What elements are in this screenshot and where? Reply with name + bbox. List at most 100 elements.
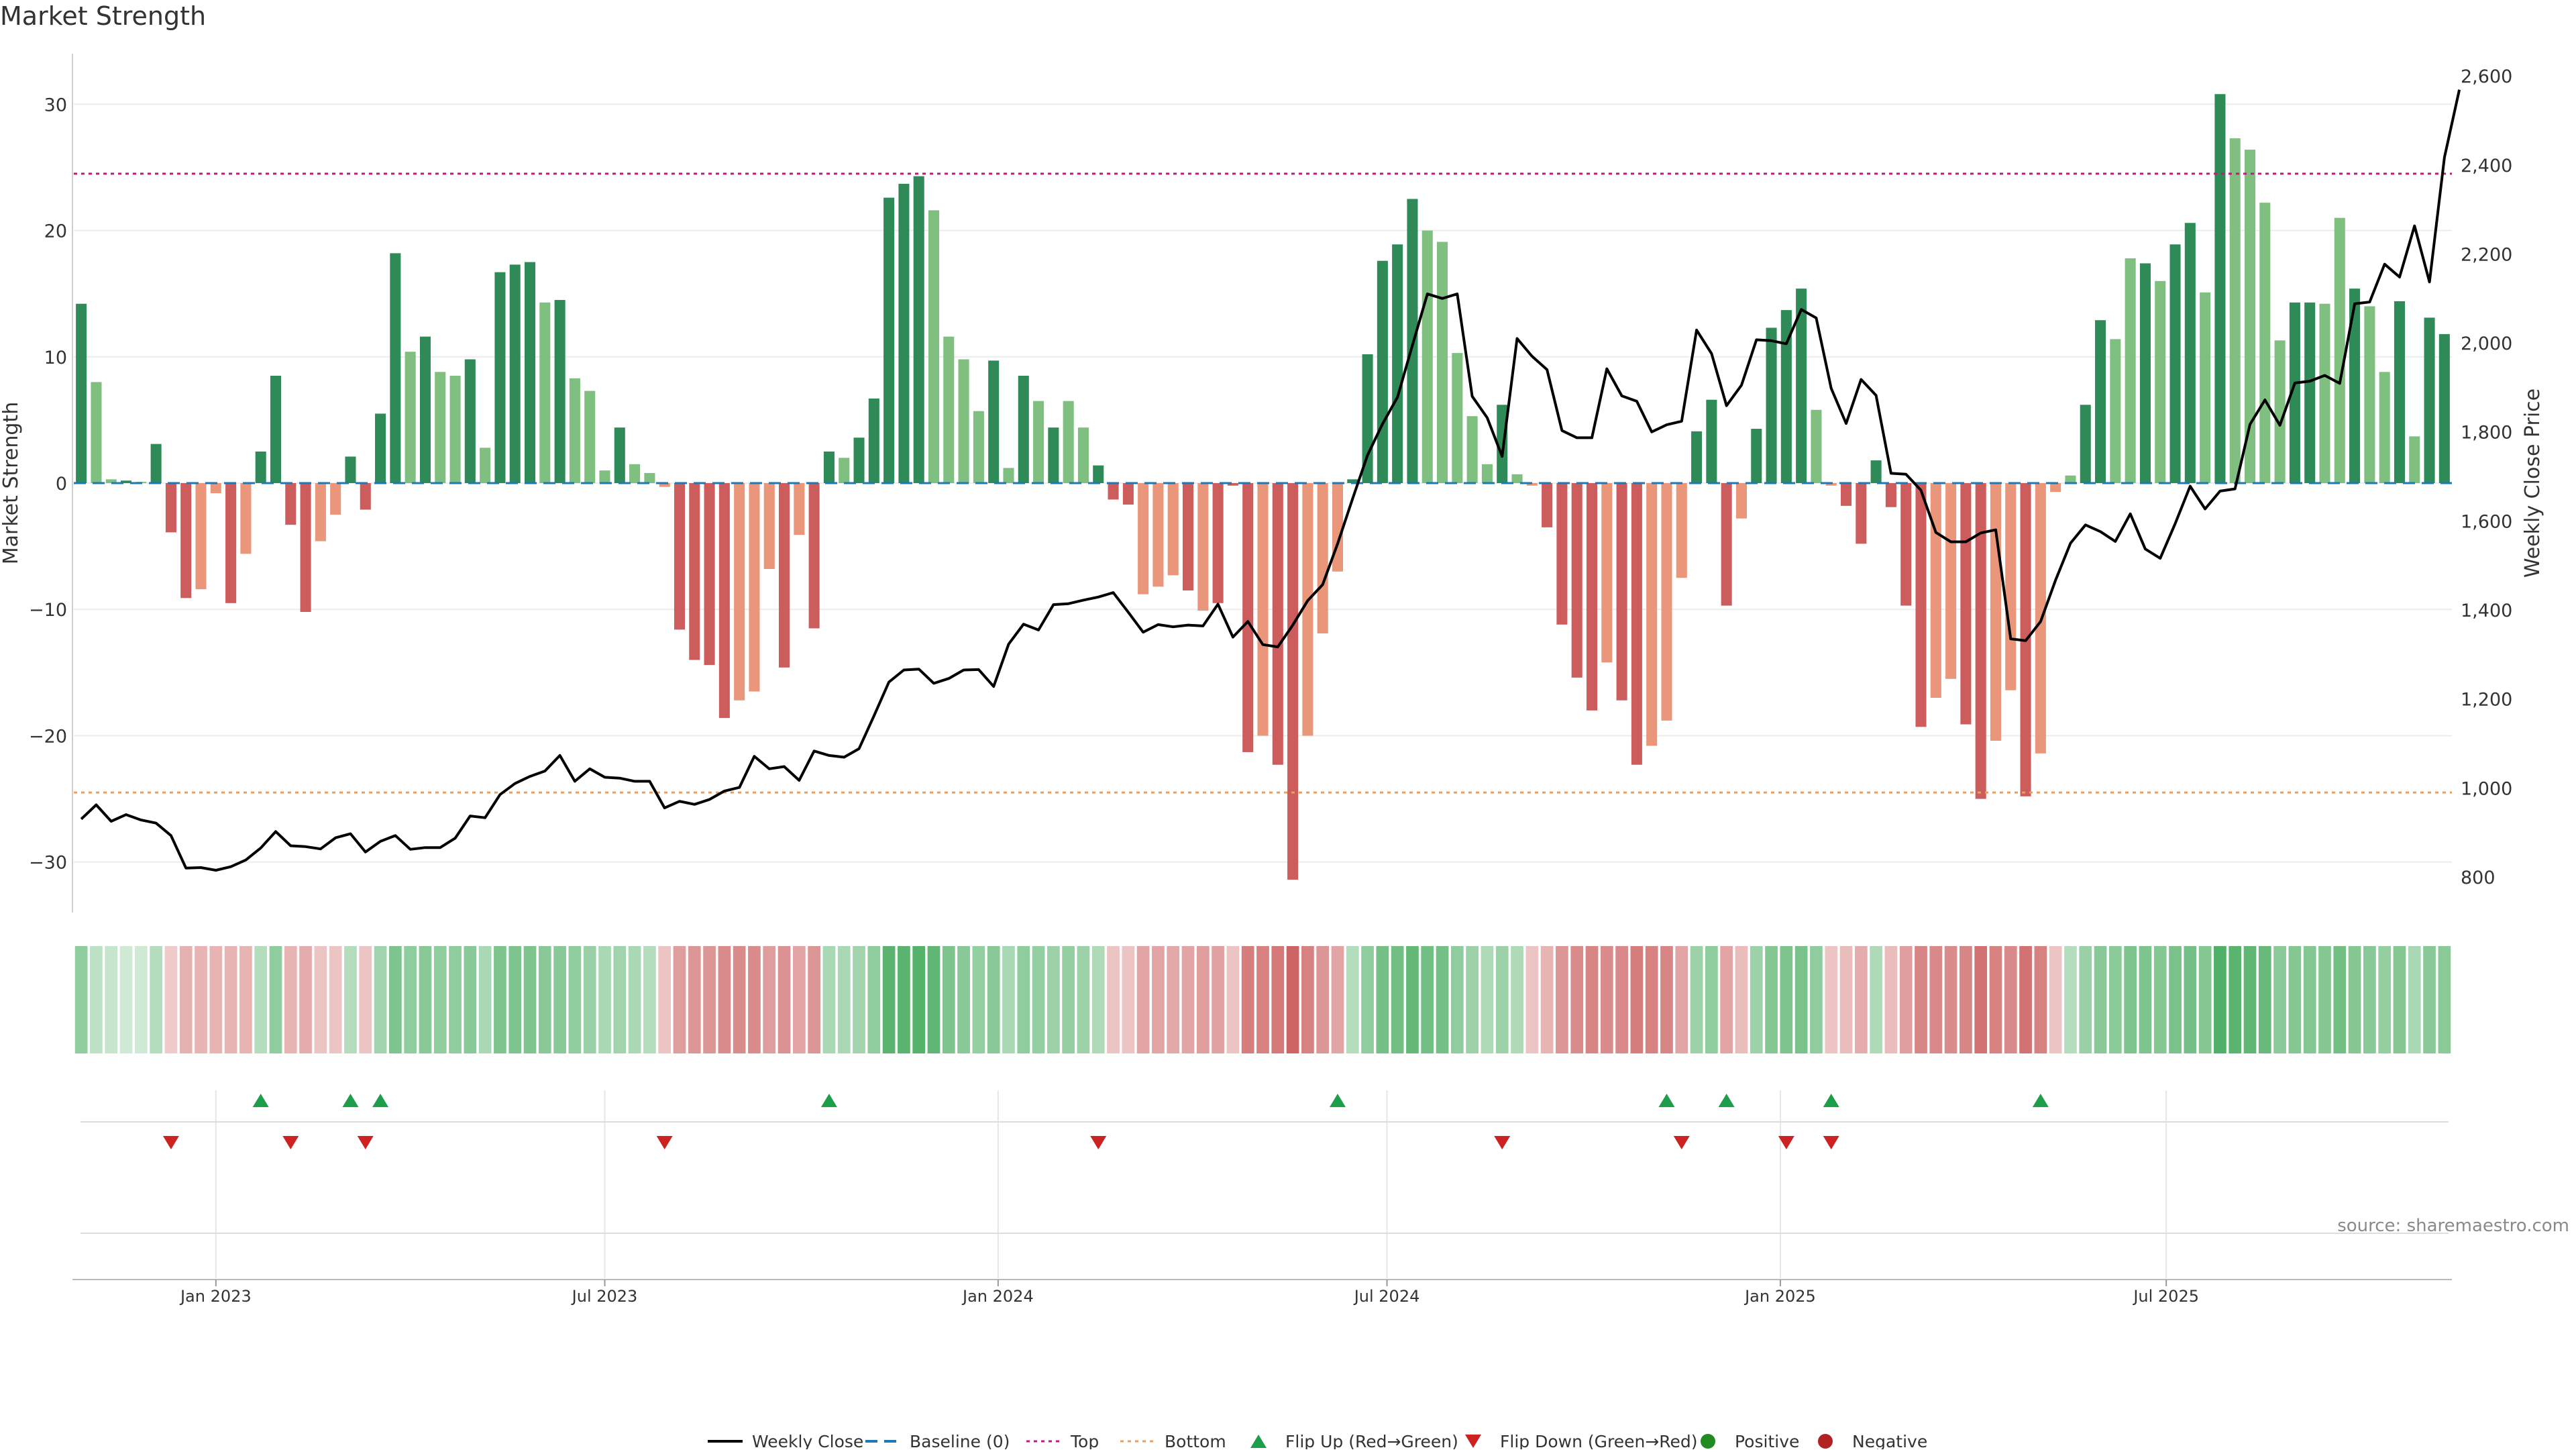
regime-cell <box>1241 946 1254 1053</box>
regime-cell <box>957 946 970 1053</box>
regime-cell <box>239 946 252 1053</box>
strength-bar <box>2304 302 2316 483</box>
legend-label: Bottom <box>1165 1432 1226 1449</box>
regime-cell <box>2378 946 2392 1053</box>
strength-bar <box>569 378 580 483</box>
regime-cell <box>1481 946 1494 1053</box>
right-tick-label: 1,800 <box>2461 423 2512 444</box>
flip-up-marker <box>342 1094 359 1107</box>
regime-cell <box>1391 946 1404 1053</box>
legend-label: Flip Up (Red→Green) <box>1285 1432 1458 1449</box>
regime-cell <box>1032 946 1045 1053</box>
strength-bar <box>1048 427 1059 483</box>
strength-bar <box>718 483 730 719</box>
regime-cell <box>2108 946 2122 1053</box>
strength-bar <box>2379 372 2390 483</box>
strength-bar <box>1975 483 1986 799</box>
strength-bar <box>689 483 700 660</box>
regime-cell <box>329 946 342 1053</box>
regime-cell <box>613 946 627 1053</box>
strength-bar <box>2409 436 2420 483</box>
strength-bar <box>2394 301 2405 483</box>
regime-cell <box>837 946 851 1053</box>
strength-bar <box>2349 289 2361 483</box>
strength-bar <box>1811 409 1822 483</box>
strength-bar <box>1870 460 1882 483</box>
regime-cell <box>777 946 791 1053</box>
strength-bar <box>225 483 237 603</box>
regime-cell <box>733 946 746 1053</box>
regime-cell <box>254 946 268 1053</box>
left-tick-label: 10 <box>44 348 67 368</box>
regime-cell <box>1077 946 1090 1053</box>
legend-flip-up-swatch <box>1250 1435 1267 1448</box>
strength-bar <box>1900 483 1912 606</box>
regime-cell <box>134 946 148 1053</box>
regime-cell <box>2273 946 2286 1053</box>
regime-cell <box>1271 946 1285 1053</box>
strength-bar <box>91 382 102 483</box>
regime-cell <box>1450 946 1464 1053</box>
regime-cell <box>1136 946 1150 1053</box>
strength-bar <box>1421 230 1433 483</box>
regime-cell <box>628 946 641 1053</box>
strength-bars-layer <box>76 94 2450 880</box>
strength-bar <box>853 437 865 483</box>
regime-cell <box>673 946 686 1053</box>
strength-bar <box>1571 483 1582 678</box>
strength-bar <box>913 176 924 483</box>
strength-bar <box>2364 306 2375 483</box>
strength-bar <box>704 483 715 666</box>
flip-down-marker <box>357 1136 374 1149</box>
strength-bar <box>1332 483 1344 572</box>
date-axis-layer: Jan 2023 Jul 2023 Jan 2024 Jul 2024 Jan 2025… <box>72 1279 2452 1306</box>
strength-bar <box>1586 483 1598 711</box>
regime-cell <box>1944 946 1957 1053</box>
strength-bar <box>539 302 551 483</box>
regime-cell <box>2214 946 2226 1053</box>
right-axis-title: Weekly Close Price <box>2521 388 2544 578</box>
strength-bar <box>1601 483 1613 663</box>
legend-flip-down-swatch <box>1465 1435 1481 1448</box>
regime-cell <box>1152 946 1165 1053</box>
regime-cell <box>2094 946 2107 1053</box>
regime-cell <box>1017 946 1030 1053</box>
strength-bar <box>2229 138 2241 483</box>
right-tick-label: 2,600 <box>2461 66 2512 87</box>
regime-cell <box>718 946 731 1053</box>
legend-label: Baseline (0) <box>910 1432 1010 1449</box>
regime-cell <box>1585 946 1599 1053</box>
regime-cell <box>1376 946 1389 1053</box>
strength-bar <box>2065 475 2076 483</box>
strength-bar <box>300 483 311 612</box>
strength-bar <box>779 483 790 668</box>
regime-cell <box>1929 946 1943 1053</box>
flip-up-marker <box>820 1094 837 1107</box>
regime-cell <box>643 946 656 1053</box>
price-line-layer <box>80 89 2461 872</box>
x-tick-label: Jul 2024 <box>1353 1287 1420 1306</box>
strength-bar <box>1930 483 1941 698</box>
strength-bar <box>2274 340 2286 483</box>
strength-bar <box>2095 320 2106 483</box>
strength-bar <box>898 183 910 483</box>
strength-bar <box>2139 263 2151 483</box>
strength-bar <box>195 483 207 590</box>
flip-down-marker <box>1823 1136 1839 1149</box>
strength-bar <box>1706 399 1717 483</box>
regime-cell <box>1226 946 1240 1053</box>
strength-bar <box>2259 203 2271 483</box>
right-tick-label: 1,200 <box>2461 690 2512 711</box>
strength-bar <box>1287 483 1299 880</box>
left-tick-label: 0 <box>56 474 67 495</box>
flip-down-marker <box>1494 1136 1511 1149</box>
strength-bar <box>1018 376 1029 483</box>
flip-up-marker <box>1823 1094 1839 1107</box>
strength-bar <box>1766 327 1777 483</box>
strength-bar <box>76 303 87 483</box>
regime-cell <box>2333 946 2347 1053</box>
regime-cell <box>269 946 282 1053</box>
regime-cell <box>1750 946 1763 1053</box>
regime-cell <box>523 946 537 1053</box>
